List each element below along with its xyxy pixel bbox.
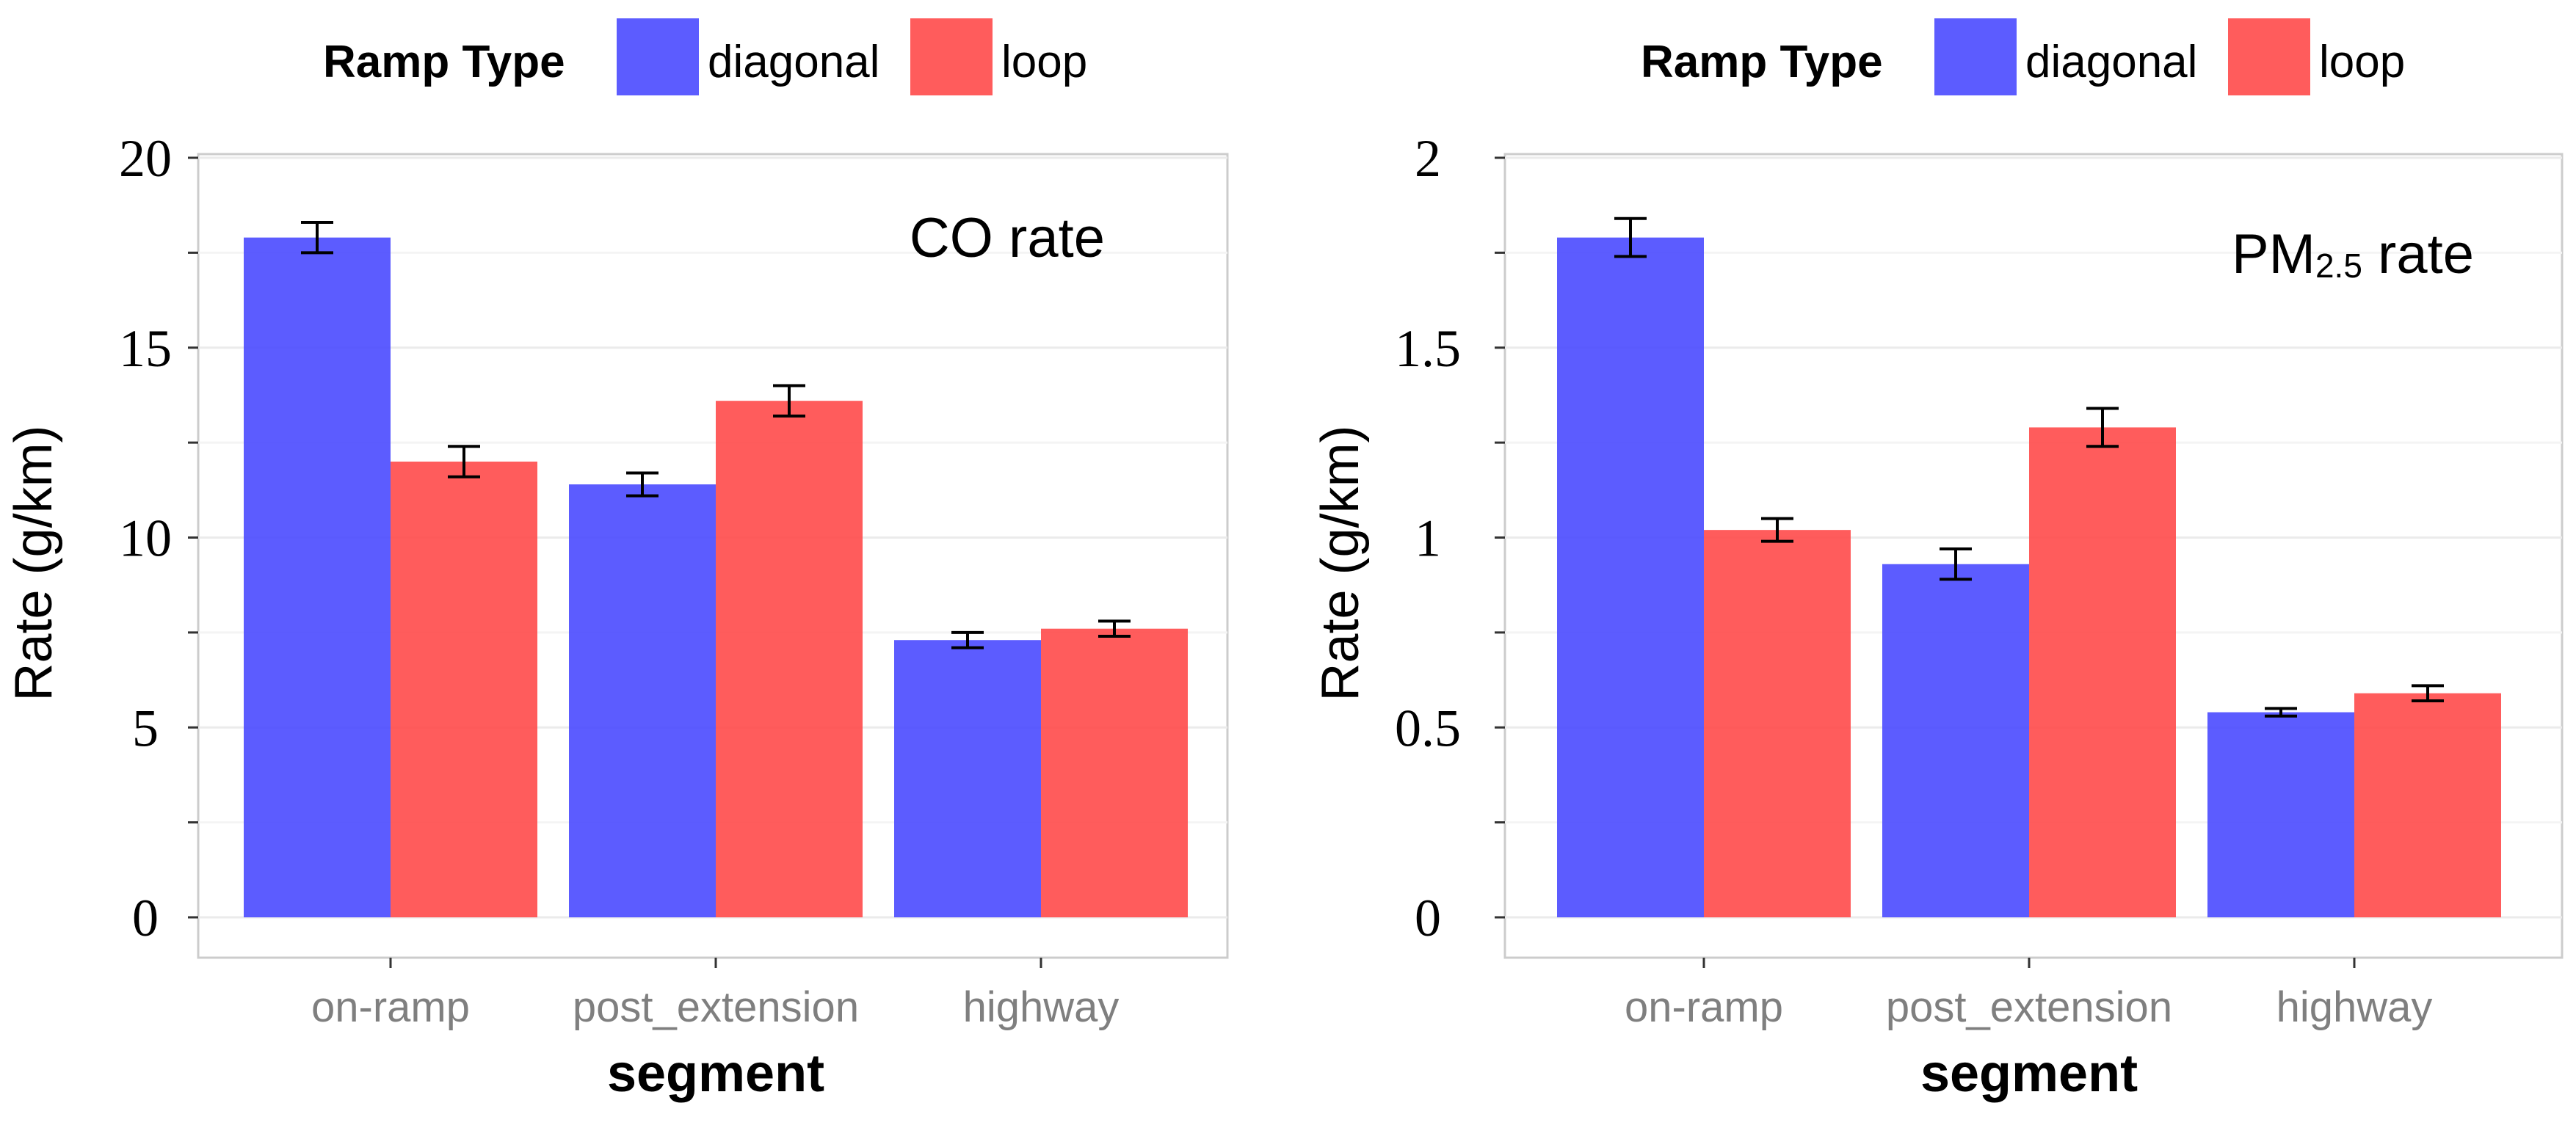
chart-annotation: CO rate — [910, 207, 1105, 269]
y-tick-label: 15 — [119, 319, 172, 378]
x-tick-label: highway — [2276, 983, 2433, 1031]
legend-swatch-loop — [910, 18, 993, 95]
legend-label-loop: loop — [2319, 37, 2405, 87]
bar-loop-highway — [1041, 628, 1188, 917]
y-tick-label: 0 — [132, 889, 159, 947]
bar-diagonal-highway — [894, 640, 1041, 917]
bar-diagonal-on-ramp — [244, 237, 391, 917]
y-axis-title: Rate (g/km) — [4, 425, 63, 701]
x-axis-title: segment — [607, 1044, 824, 1103]
y-tick-label: 0 — [1415, 889, 1441, 947]
chart-panel-1: 0 5 10 15 20 on-ramp post_extension highway segm… — [4, 18, 1229, 1103]
legend-swatch-diagonal — [617, 18, 699, 95]
legend-label-diagonal: diagonal — [2025, 37, 2197, 87]
bar-loop-post_extension — [2029, 427, 2176, 917]
legend-swatch-loop — [2228, 18, 2310, 95]
legend-label-diagonal: diagonal — [708, 37, 879, 87]
y-tick-label: 1.5 — [1395, 319, 1461, 378]
bar-loop-post_extension — [716, 401, 863, 917]
bar-diagonal-on-ramp — [1557, 237, 1704, 917]
legend-title: Ramp Type — [1641, 37, 1883, 87]
bar-loop-highway — [2354, 693, 2501, 917]
chart-annotation: PM2.5 rate — [2232, 223, 2474, 285]
y-tick-label: 20 — [119, 129, 172, 188]
y-tick-label: 2 — [1415, 129, 1441, 188]
y-axis-title: Rate (g/km) — [1311, 425, 1370, 701]
bar-loop-on-ramp — [391, 462, 537, 917]
bar-diagonal-post_extension — [1882, 564, 2029, 917]
y-tick-label: 5 — [132, 699, 159, 757]
x-tick-label: on-ramp — [311, 983, 470, 1031]
y-tick-label: 0.5 — [1395, 699, 1461, 757]
bar-loop-on-ramp — [1704, 530, 1851, 917]
legend-label-loop: loop — [1001, 37, 1087, 87]
legend-swatch-diagonal — [1934, 18, 2017, 95]
x-axis-title: segment — [1920, 1044, 2138, 1103]
x-tick-label: post_extension — [573, 983, 859, 1031]
legend-title: Ramp Type — [323, 37, 565, 87]
x-tick-label: post_extension — [1886, 983, 2172, 1031]
y-tick-label: 1 — [1415, 509, 1441, 568]
bar-diagonal-highway — [2207, 712, 2354, 917]
x-tick-label: on-ramp — [1625, 983, 1783, 1031]
y-tick-label: 10 — [119, 509, 172, 568]
bar-diagonal-post_extension — [569, 484, 716, 917]
x-tick-label: highway — [963, 983, 1120, 1031]
chart-panel-2: 0 0.5 1 1.5 2 on-ramp post_extension highway seg… — [1311, 18, 2564, 1103]
